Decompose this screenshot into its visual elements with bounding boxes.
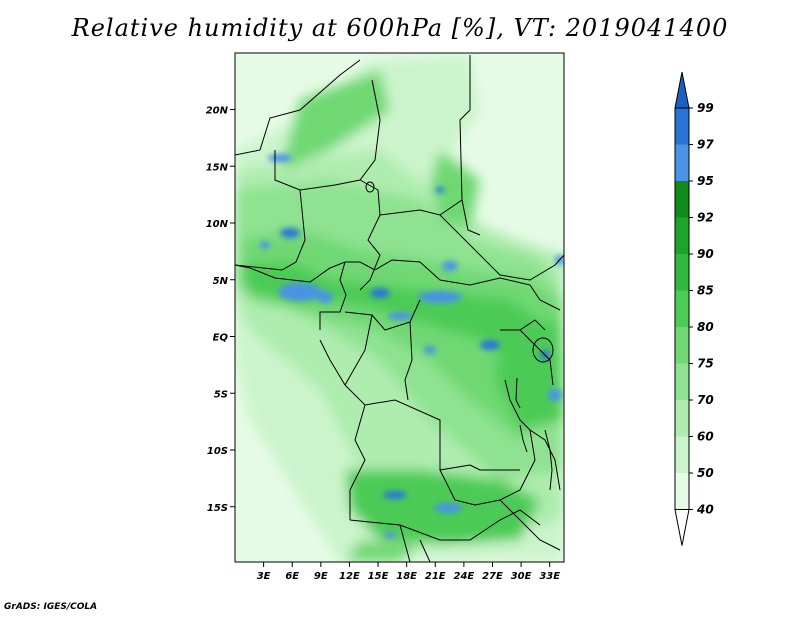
lat-tick-label: 5S (214, 389, 228, 400)
humidity-field (235, 53, 564, 562)
colorbar-swatch (675, 254, 689, 291)
colorbar-label: 90 (697, 247, 714, 261)
lon-tick-label: 18E (396, 571, 417, 582)
lon-tick-label: 27E (482, 571, 503, 582)
lat-tick-label: 10N (206, 219, 229, 230)
lon-tick-label: 9E (314, 571, 328, 582)
lakes (365, 181, 554, 491)
colorbar-label: 75 (697, 357, 714, 371)
lon-tick-label: 24E (453, 571, 474, 582)
colorbar-swatch (675, 436, 689, 473)
colorbar: 99 97 95 92 90 85 80 75 70 60 50 40 (674, 71, 714, 546)
colorbar-cap-bottom (674, 509, 690, 546)
colorbar-label: 97 (697, 138, 714, 152)
map-frame (234, 52, 565, 563)
colorbar-swatch (675, 181, 689, 218)
colorbar-label: 99 (697, 101, 714, 115)
colorbar-label: 70 (697, 393, 714, 407)
colorbar-label: 80 (697, 320, 714, 334)
lon-tick-label: 3E (257, 571, 271, 582)
colorbar-swatch (675, 400, 689, 437)
longitude-axis: 3E 6E 9E 12E 15E 18E 21E 24E 27E 30E 33E (257, 562, 560, 582)
colorbar-swatch (675, 144, 689, 181)
lat-tick-label: 5N (213, 276, 229, 287)
lat-tick-label: 15S (207, 503, 228, 514)
colorbar-swatch (675, 108, 689, 145)
colorbar-cap-top (674, 71, 690, 109)
colorbar-swatch (675, 327, 689, 364)
colorbar-label: 95 (697, 174, 714, 188)
lon-tick-label: 12E (339, 571, 360, 582)
colorbar-label: 60 (697, 430, 714, 444)
colorbar-swatch (675, 473, 689, 510)
lon-tick-label: 15E (368, 571, 389, 582)
lat-tick-label: 10S (207, 446, 228, 457)
colorbar-swatch (675, 217, 689, 254)
colorbar-label: 92 (697, 211, 714, 225)
lat-tick-label: EQ (213, 333, 229, 344)
colorbar-label: 85 (697, 284, 714, 298)
lon-tick-label: 6E (285, 571, 299, 582)
map-title: Relative humidity at 600hPa [%], VT: 201… (71, 14, 729, 42)
colorbar-swatch (675, 363, 689, 400)
lon-tick-label: 21E (425, 571, 446, 582)
colorbar-label: 50 (697, 466, 714, 480)
lon-tick-label: 30E (511, 571, 532, 582)
colorbar-label: 40 (696, 503, 714, 517)
lon-tick-label: 33E (539, 571, 560, 582)
country-boundaries (235, 55, 564, 562)
lat-tick-label: 15N (206, 162, 229, 173)
grads-credit: GrADS: IGES/COLA (4, 602, 98, 612)
latitude-axis: 20N 15N 10N 5N EQ 5S 10S 15S (206, 106, 235, 514)
colorbar-swatch (675, 290, 689, 327)
lat-tick-label: 20N (206, 106, 229, 117)
